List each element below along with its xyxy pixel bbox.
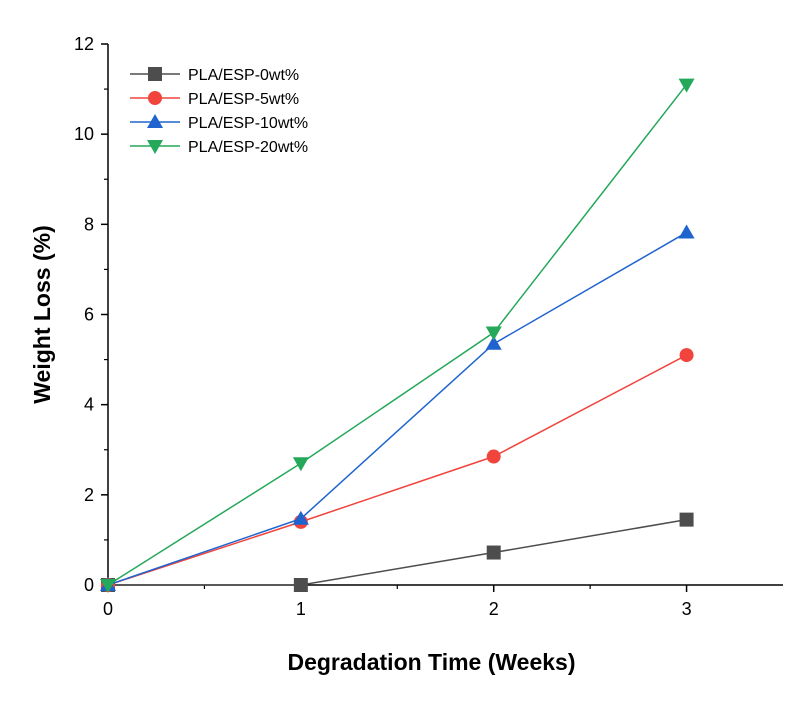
data-point	[485, 326, 502, 341]
series-line	[107, 84, 688, 586]
data-point	[678, 78, 695, 93]
legend: PLA/ESP-0wt% PLA/ESP-5wt% PLA/ESP-10wt% PLA…	[130, 67, 308, 156]
legend-marker	[147, 140, 163, 154]
series-0	[101, 512, 694, 592]
x-tick-label: 2	[489, 599, 499, 619]
y-tick-label: 4	[84, 395, 94, 415]
legend-label: PLA/ESP-0wt%	[188, 67, 299, 84]
y-tick-label: 10	[74, 124, 94, 144]
data-point	[679, 512, 694, 527]
y-tick-label: 2	[84, 485, 94, 505]
legend-item: PLA/ESP-20wt%	[130, 139, 308, 156]
legend-marker	[148, 67, 162, 81]
data-point	[486, 449, 501, 464]
legend-item: PLA/ESP-5wt%	[130, 91, 299, 108]
data-point	[292, 510, 309, 525]
data-point	[293, 578, 308, 592]
x-tick-label: 1	[296, 599, 306, 619]
data-point	[678, 224, 695, 239]
series-3	[100, 78, 695, 593]
data-point	[679, 348, 694, 363]
y-axis-title: Weight Loss (%)	[29, 225, 55, 403]
x-tick-label: 3	[682, 599, 692, 619]
series-line	[108, 518, 687, 586]
y-tick-label: 12	[74, 34, 94, 54]
data-point	[292, 457, 309, 472]
data-point	[100, 579, 116, 593]
series-line	[107, 231, 687, 586]
legend-label: PLA/ESP-20wt%	[188, 139, 308, 156]
y-tick-label: 0	[84, 575, 94, 595]
y-tick-label: 8	[84, 214, 94, 234]
plot-area	[100, 78, 695, 593]
x-tick-label: 0	[103, 599, 113, 619]
data-point	[485, 335, 502, 350]
y-tick-label: 6	[84, 305, 94, 325]
series-1	[101, 348, 694, 592]
series-2	[100, 224, 695, 591]
data-point	[486, 545, 501, 560]
series-line	[107, 354, 687, 586]
legend-item: PLA/ESP-0wt%	[130, 67, 299, 84]
legend-label: PLA/ESP-10wt%	[188, 115, 308, 132]
legend-marker	[148, 91, 162, 105]
legend-item: PLA/ESP-10wt%	[130, 114, 308, 132]
legend-label: PLA/ESP-5wt%	[188, 91, 299, 108]
legend-marker	[147, 114, 163, 128]
x-axis-title: Degradation Time (Weeks)	[287, 649, 575, 675]
